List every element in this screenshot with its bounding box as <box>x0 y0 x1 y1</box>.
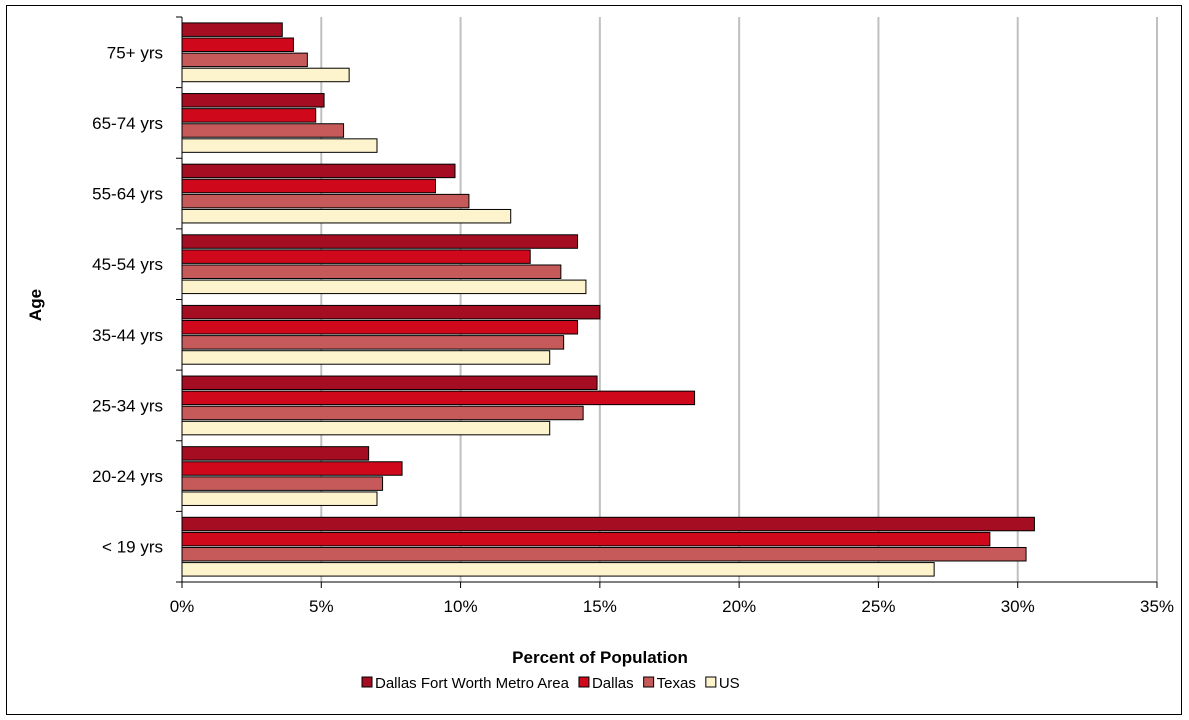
x-tick-label: 0% <box>170 597 195 616</box>
x-tick-label: 5% <box>309 597 334 616</box>
bar <box>181 67 350 83</box>
y-tick-labels: 75+ yrs 65-74 yrs 55-64 yrs 45-54 yrs 35-44 … <box>92 43 163 556</box>
x-tick-label: 20% <box>722 597 756 616</box>
bar <box>181 476 384 491</box>
y-tick-label: < 19 yrs <box>102 538 163 557</box>
y-tick-label: 65-74 yrs <box>92 114 163 133</box>
bar <box>181 350 551 365</box>
bar <box>181 531 991 547</box>
x-tick-label: 30% <box>1001 597 1035 616</box>
bar <box>181 390 696 406</box>
bar <box>181 516 1035 532</box>
legend-label: Dallas <box>592 675 634 692</box>
bar <box>181 461 403 476</box>
y-tick-label: 20-24 yrs <box>92 467 163 486</box>
x-tick-label: 10% <box>444 597 478 616</box>
bar <box>181 22 283 37</box>
bar <box>181 320 579 335</box>
y-tick-label: 35-44 yrs <box>92 326 163 345</box>
bar <box>181 279 587 295</box>
bar <box>181 546 1027 562</box>
gridlines <box>320 17 1158 582</box>
bar <box>181 138 378 153</box>
x-tick-label: 25% <box>861 597 895 616</box>
bar <box>181 108 317 123</box>
x-axis-title: Percent of Population <box>512 648 688 667</box>
bar <box>181 264 562 279</box>
legend-label: US <box>719 675 740 692</box>
x-tick-label: 15% <box>583 597 617 616</box>
bar <box>181 249 531 264</box>
bar <box>181 208 512 224</box>
bar <box>181 37 294 53</box>
y-axis-title: Age <box>26 289 45 321</box>
bar <box>181 178 436 194</box>
legend: Dallas Fort Worth Metro Area Dallas Texas U… <box>361 675 740 692</box>
legend-label: Dallas Fort Worth Metro Area <box>375 675 570 692</box>
bar <box>181 446 370 461</box>
legend-swatch <box>705 676 717 688</box>
y-tick-label: 25-34 yrs <box>92 396 163 415</box>
x-tick-label: 35% <box>1140 597 1174 616</box>
bar <box>181 93 325 108</box>
legend-swatch <box>361 676 373 688</box>
y-tick-label: 75+ yrs <box>107 43 163 62</box>
legend-label: Texas <box>657 675 696 692</box>
legend-swatch <box>643 676 655 688</box>
bar <box>181 491 378 506</box>
bar <box>181 405 584 421</box>
legend-swatch <box>578 676 590 688</box>
bar <box>181 193 470 209</box>
bar <box>181 52 308 68</box>
bar <box>181 562 935 577</box>
bar <box>181 163 456 179</box>
bar <box>181 375 598 391</box>
y-tick-label: 45-54 yrs <box>92 255 163 274</box>
axes <box>176 16 1158 588</box>
bars <box>181 22 1035 577</box>
bar <box>181 123 345 138</box>
bar <box>181 234 579 249</box>
bar <box>181 304 601 320</box>
bar <box>181 335 565 350</box>
x-tick-labels: 0% 5% 10% 15% 20% 25% 30% 35% <box>170 597 1174 616</box>
bar <box>181 420 551 436</box>
y-tick-label: 55-64 yrs <box>92 185 163 204</box>
